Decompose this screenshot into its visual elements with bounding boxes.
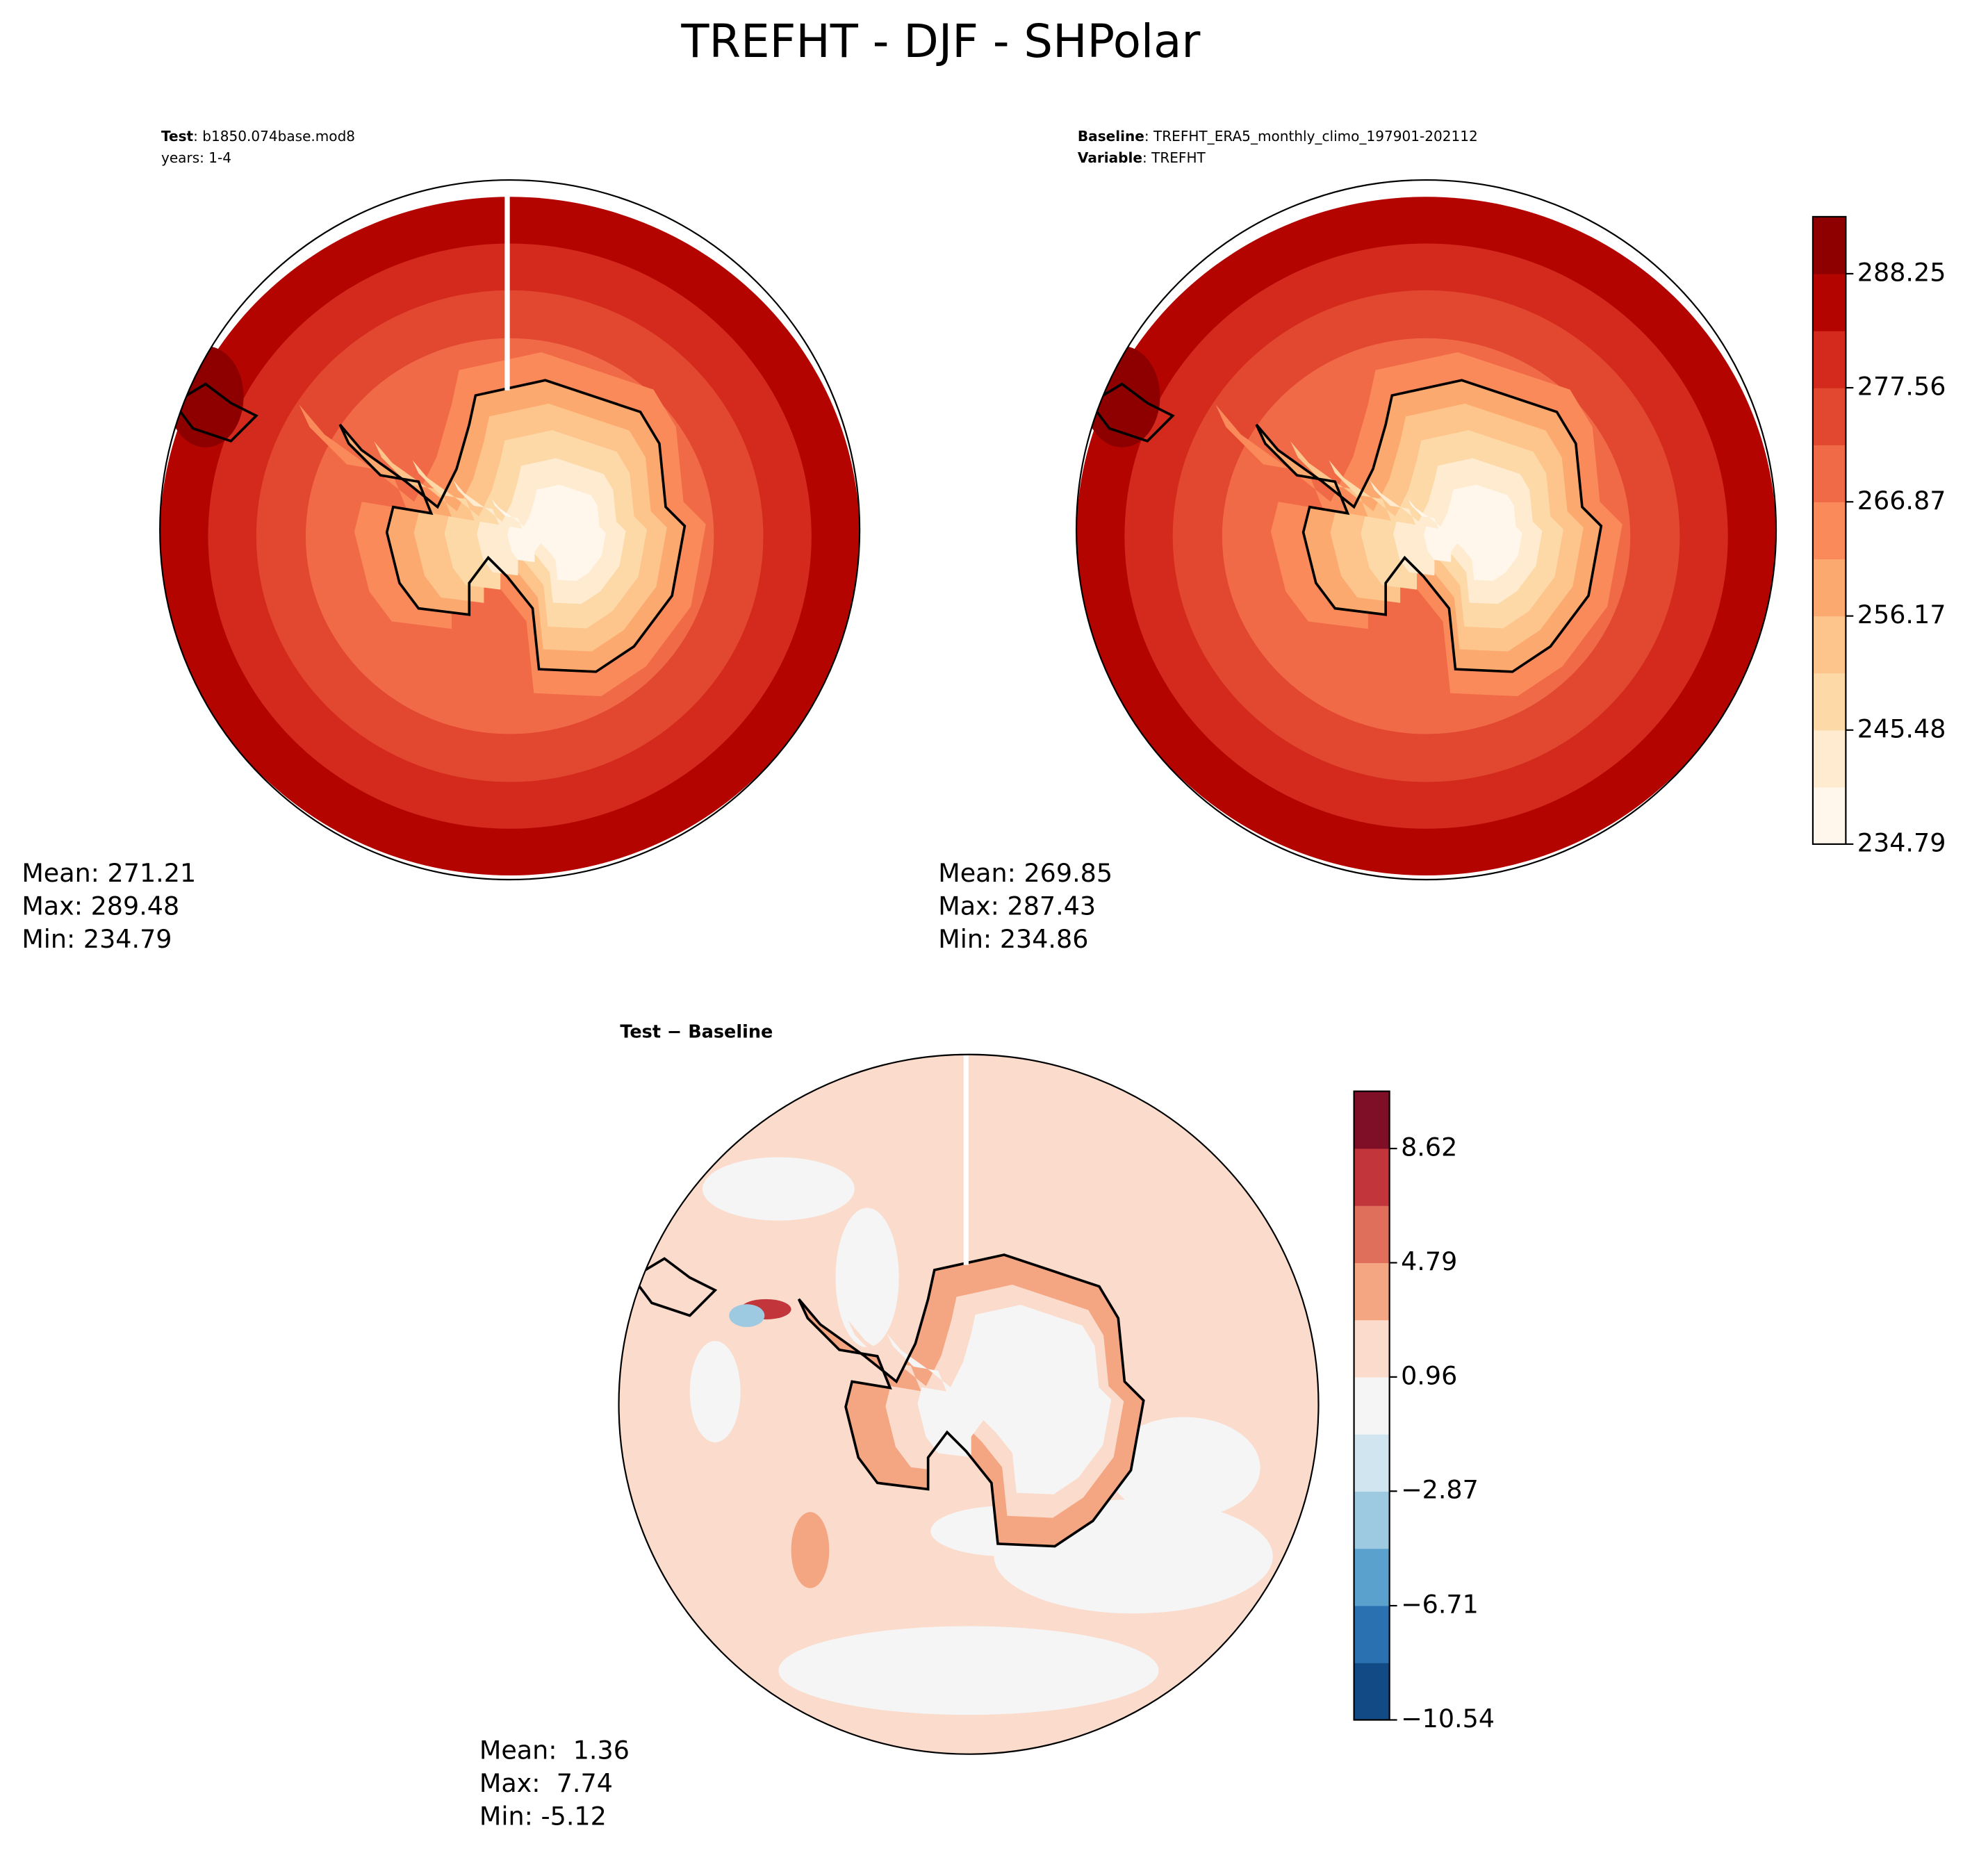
coastline bbox=[630, 1257, 718, 1317]
colorbar-tick-label: −2.87 bbox=[1401, 1475, 1479, 1505]
colorbar-tick-label: −6.71 bbox=[1401, 1590, 1479, 1620]
colorbar-tick-label: 8.62 bbox=[1401, 1133, 1457, 1162]
map bbox=[618, 1054, 1319, 1754]
colorbar-segment bbox=[1812, 445, 1846, 502]
colorbar-segment bbox=[1812, 673, 1846, 731]
colorbar-tick-label: 256.17 bbox=[1857, 600, 1946, 629]
colorbar-border bbox=[1353, 1090, 1390, 1721]
colorbar-segment bbox=[1354, 1605, 1390, 1663]
colorbar-segment bbox=[1812, 616, 1846, 674]
map bbox=[1076, 197, 1777, 876]
stat-text: Max: 7.74 bbox=[479, 1768, 613, 1798]
colorbar-segment bbox=[1354, 1491, 1390, 1549]
header-text: : TREFHT_ERA5_monthly_climo_197901-20211… bbox=[1144, 128, 1478, 145]
contour-band bbox=[689, 1341, 741, 1442]
contour-band bbox=[778, 1626, 1159, 1715]
coastline bbox=[338, 379, 687, 673]
colorbar-segment bbox=[1812, 502, 1846, 560]
colorbar-tick-label: 234.79 bbox=[1857, 827, 1946, 857]
stat-text: Max: 289.48 bbox=[22, 891, 179, 921]
colorbar-segment bbox=[1354, 1548, 1390, 1606]
figure-title: TREFHT - DJF - SHPolar bbox=[680, 15, 1200, 68]
colorbar-tick-label: 266.87 bbox=[1857, 486, 1946, 516]
colorbar-segment bbox=[1354, 1663, 1390, 1721]
panel-header: years: 1-4 bbox=[161, 149, 231, 166]
stat-text: Min: 234.86 bbox=[938, 924, 1088, 954]
colorbar-segment bbox=[1812, 388, 1846, 445]
colorbar-segment bbox=[1354, 1262, 1390, 1321]
panel-header: Test − Baseline bbox=[620, 1022, 773, 1043]
contour-band bbox=[887, 1305, 1112, 1494]
map bbox=[160, 180, 860, 876]
contour-band bbox=[491, 484, 606, 582]
colorbar-segment bbox=[1354, 1319, 1390, 1378]
colorbar-segment bbox=[1812, 216, 1846, 274]
colorbar-segment bbox=[1812, 787, 1846, 845]
stat-text: Min: 234.79 bbox=[22, 924, 172, 954]
coastline bbox=[1088, 382, 1175, 443]
header-text: : b1850.074base.mod8 bbox=[193, 128, 355, 145]
panel-header: Test: b1850.074base.mod8 bbox=[161, 128, 355, 145]
colorbar-segment bbox=[1812, 730, 1846, 788]
header-label: Variable bbox=[1078, 149, 1142, 166]
colorbar-tick-label: 245.48 bbox=[1857, 714, 1946, 743]
contour-band bbox=[835, 1208, 899, 1348]
colorbar-segment bbox=[1354, 1376, 1390, 1435]
stat-text: Min: -5.12 bbox=[479, 1801, 607, 1831]
stat-text: Mean: 269.85 bbox=[938, 858, 1112, 888]
header-text: years: 1-4 bbox=[161, 149, 231, 166]
contour-band bbox=[791, 1512, 830, 1588]
colorbar-tick-label: 277.56 bbox=[1857, 372, 1946, 402]
coastline bbox=[797, 1253, 1145, 1548]
map-border bbox=[1075, 179, 1777, 881]
header-label: Test bbox=[161, 128, 194, 145]
colorbar-segment bbox=[1812, 274, 1846, 331]
colorbar-segment bbox=[1354, 1205, 1390, 1263]
coastline bbox=[172, 382, 258, 443]
contour-band bbox=[729, 1304, 765, 1327]
colorbar-segment bbox=[1354, 1091, 1390, 1149]
colorbar-segment bbox=[1354, 1148, 1390, 1206]
panel-header: Baseline: TREFHT_ERA5_monthly_climo_1979… bbox=[1078, 128, 1478, 145]
stat-text: Mean: 271.21 bbox=[22, 858, 196, 888]
colorbar-segment bbox=[1354, 1434, 1390, 1492]
contour-band bbox=[702, 1157, 855, 1221]
map-border bbox=[618, 1053, 1320, 1755]
contour-band bbox=[1108, 1417, 1260, 1519]
contour-band bbox=[1408, 484, 1522, 582]
header-text: : TREFHT bbox=[1142, 149, 1206, 166]
stat-text: Max: 287.43 bbox=[938, 891, 1096, 921]
stat-text: Mean: 1.36 bbox=[479, 1736, 630, 1765]
colorbar-tick-label: −10.54 bbox=[1401, 1704, 1495, 1733]
colorbar-tick-label: 4.79 bbox=[1401, 1246, 1457, 1276]
colorbar-tick-label: 0.96 bbox=[1401, 1360, 1457, 1390]
colorbar-tick-label: 288.25 bbox=[1857, 257, 1946, 287]
coastline bbox=[1255, 379, 1603, 673]
colorbar-segment bbox=[1812, 559, 1846, 617]
header-label: Test − Baseline bbox=[620, 1022, 773, 1043]
colorbar-border bbox=[1812, 215, 1847, 846]
panel-header: Variable: TREFHT bbox=[1078, 149, 1206, 166]
header-label: Baseline bbox=[1078, 128, 1144, 145]
colorbar-segment bbox=[1812, 331, 1846, 388]
map-border bbox=[159, 179, 861, 881]
